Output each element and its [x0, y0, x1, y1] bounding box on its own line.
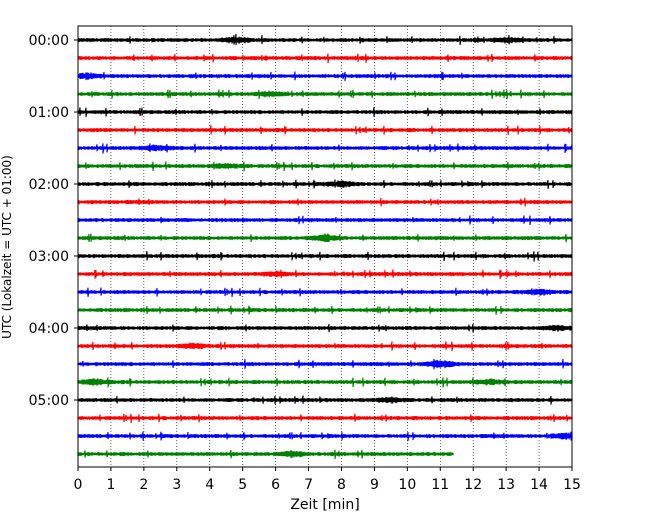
- trace-line: [77, 179, 573, 189]
- x-tick-label: 2: [139, 477, 148, 493]
- trace-line: [77, 449, 454, 459]
- x-axis-ticks: 0 1 2 3 4 5 6 7 8 9 10 11 12 13 14 15: [74, 467, 581, 493]
- x-tick-label: 15: [563, 477, 581, 493]
- x-tick-label: 5: [238, 477, 247, 493]
- trace-line: [77, 341, 573, 352]
- trace-line: [77, 33, 573, 46]
- trace-line: [77, 143, 573, 154]
- y-tick-label: 05:00: [29, 393, 69, 409]
- x-tick-label: 4: [205, 477, 214, 493]
- y-tick-label: 02:00: [29, 177, 69, 193]
- trace-line: [77, 377, 573, 388]
- x-tick-label: 11: [431, 477, 449, 493]
- x-tick-label: 6: [271, 477, 280, 493]
- trace-line: [77, 323, 573, 333]
- trace-line: [77, 71, 573, 82]
- trace-line: [77, 287, 573, 297]
- trace-line: [77, 107, 573, 118]
- trace-line: [77, 53, 573, 64]
- trace-line: [77, 431, 573, 441]
- trace-line: [77, 251, 573, 262]
- trace-line: [77, 125, 573, 136]
- y-axis-ticks: 00:00 01:00 02:00 03:00 04:00 05:00: [29, 33, 78, 409]
- x-tick-label: 12: [464, 477, 482, 493]
- x-tick-label: 14: [530, 477, 548, 493]
- trace-line: [77, 305, 573, 315]
- y-axis-label: UTC (Lokalzeit = UTC + 01:00): [0, 155, 14, 339]
- trace-line: [77, 269, 573, 280]
- y-tick-label: 03:00: [29, 249, 69, 265]
- trace-line: [77, 161, 573, 172]
- y-tick-label: 04:00: [29, 321, 69, 337]
- x-tick-label: 3: [172, 477, 181, 493]
- x-tick-label: 9: [370, 477, 379, 493]
- trace-line: [77, 358, 573, 370]
- x-tick-label: 8: [337, 477, 346, 493]
- y-tick-label: 01:00: [29, 105, 69, 121]
- trace-line: [77, 89, 573, 100]
- trace-line: [77, 197, 573, 207]
- seismic-traces: [77, 33, 573, 459]
- x-axis-label: Zeit [min]: [290, 497, 359, 513]
- x-tick-label: 10: [398, 477, 416, 493]
- trace-line: [77, 413, 573, 423]
- y-tick-label: 00:00: [29, 33, 69, 49]
- x-tick-label: 0: [74, 477, 83, 493]
- trace-line: [77, 395, 573, 405]
- plot-frame: [77, 25, 573, 468]
- trace-line: [77, 215, 573, 226]
- x-tick-label: 7: [304, 477, 313, 493]
- x-tick-label: 13: [497, 477, 515, 493]
- x-tick-label: 1: [106, 477, 115, 493]
- trace-line: [77, 233, 573, 243]
